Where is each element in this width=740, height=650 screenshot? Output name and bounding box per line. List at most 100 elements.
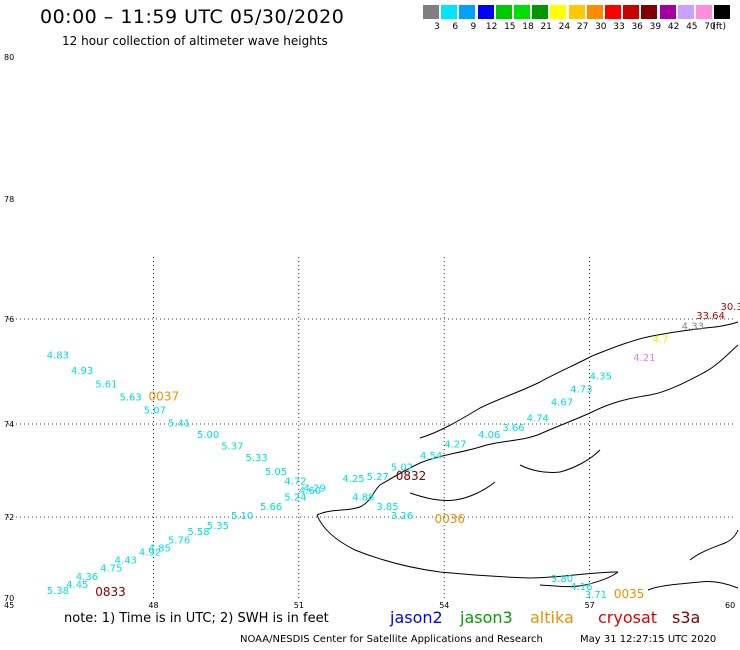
colorbar-swatch [586,5,603,19]
pass-time-label: 0035 [614,587,645,601]
colorbar-swatch [423,5,439,19]
coastline [316,321,739,591]
swh-value-label: 3.80 [551,574,573,585]
colorbar-swatch [459,5,476,19]
longitude-label: 51 [293,601,304,610]
colorbar-label: 36 [631,22,643,32]
coastline-segment [647,581,739,591]
swh-value-label: 4.45 [66,580,88,591]
colorbar-swatch [641,5,658,19]
swh-value-label: 30.33 [720,302,740,313]
swh-value-label: 4.7 [653,335,669,346]
swh-value-label: 5.38 [47,586,69,597]
map-subtitle: 12 hour collection of altimeter wave hei… [62,34,328,48]
longitude-label: 57 [584,601,595,610]
colorbar-label: 3 [434,22,440,32]
swh-value-label: 4.85 [149,543,171,554]
colorbar-swatch [659,5,676,19]
swh-value-label: 5.76 [168,535,190,546]
swh-value-label: 4.83 [47,350,69,361]
longitude-label: 54 [439,601,450,610]
lat-lon-grid [8,257,735,598]
colorbar-label: 45 [686,22,698,32]
colorbar-swatch [495,5,512,19]
swh-value-label: 4.72 [284,476,306,487]
pass-time-label: 0833 [95,585,126,599]
swh-value-label: 5.35 [207,521,229,532]
colorbar-label: 6 [452,22,459,32]
pass-time-label: 0036 [435,512,466,526]
swh-value-label: 5.00 [197,430,219,441]
swh-value-label: 3.66 [502,423,524,434]
colorbar-swatch [605,5,621,19]
satellite-s3a: s3a [672,608,701,627]
colorbar-label: 18 [522,22,534,32]
units-note: note: 1) Time is in UTC; 2) SWH is in fe… [64,611,329,626]
colorbar-label: 70 [704,22,716,32]
coastline-segment [689,529,739,561]
colorbar-swatch [677,5,694,19]
swh-value-label: 4.73 [570,385,592,396]
longitude-label: 48 [148,601,159,610]
coastline-segment [419,321,739,439]
satellite-altika: altika [530,608,574,627]
swh-value-label: 4.67 [551,398,573,409]
latitude-label: 76 [4,315,15,324]
colorbar-swatch [714,5,731,19]
colorbar-label: 21 [540,22,552,32]
swh-value-label: 5.02 [391,463,413,474]
coastline-segment [409,481,496,501]
satellite-jason3: jason3 [460,608,513,627]
colorbar-label: 24 [558,22,571,32]
swh-value-label: 3.26 [391,511,413,522]
credit-line: NOAA/NESDIS Center for Satellite Applica… [240,634,543,645]
colorbar-swatch [514,5,530,19]
colorbar-swatch [550,5,567,19]
swh-value-label: 3.85 [376,502,398,513]
swh-value-label: 4.36 [76,572,98,583]
swh-value-label: 5.66 [260,502,282,513]
swh-value-label: 5.07 [144,406,166,417]
swh-value-label: 4.27 [444,439,466,450]
swh-value-label: 4.54 [420,451,442,462]
latitude-label: 78 [4,195,15,204]
swh-value-label: 33.64 [696,311,725,322]
swh-value-label: 4.43 [115,556,137,567]
satellite-jason2: jason2 [390,608,443,627]
swh-value-label: 4.92 [139,547,161,558]
generation-timestamp: May 31 12:27:15 UTC 2020 [580,634,717,645]
swh-value-label: 5.33 [245,453,267,464]
swh-value-label: 4.93 [71,366,93,377]
colorbar-label: 42 [667,22,680,32]
colorbar-swatch [441,5,458,19]
latitude-label: 70 [4,594,15,603]
wave-height-labels: 4.834.935.615.635.075.41 5.005.375.33 5.05… [47,302,740,601]
swh-value-label: 5.10 [231,511,253,522]
swh-value-label: 5.24 [284,493,306,504]
colorbar-label: 27 [576,22,589,32]
colorbar-unit: (ft) [712,22,726,32]
swh-value-label: 4.06 [478,430,500,441]
swh-value-label: 5.41 [168,418,190,429]
swh-value-label: 5.58 [187,527,209,538]
colorbar-swatch [623,5,640,19]
colorbar-swatch [568,5,585,19]
coastline-segment [519,449,601,473]
longitude-label: 45 [4,601,15,610]
swh-value-label: 4.25 [342,474,364,485]
swh-value-label: 4.21 [633,353,655,364]
latitude-label: 74 [4,420,15,429]
map-title: 00:00 – 11:59 UTC 05/30/2020 [40,6,345,28]
swh-value-label: 5.37 [221,442,243,453]
latitude-label: 80 [4,53,15,62]
colorbar-swatch [696,5,712,19]
colorbar-swatch [477,5,494,19]
longitude-label: 60 [725,601,736,610]
pass-time-label: 0037 [149,389,180,403]
colorbar-label: 9 [470,22,477,32]
colorbar-label: 12 [485,22,498,32]
colorbar-label: 33 [613,22,625,32]
swh-value-label: 4.74 [527,413,549,424]
swh-value-label: 4.29 [304,483,326,494]
